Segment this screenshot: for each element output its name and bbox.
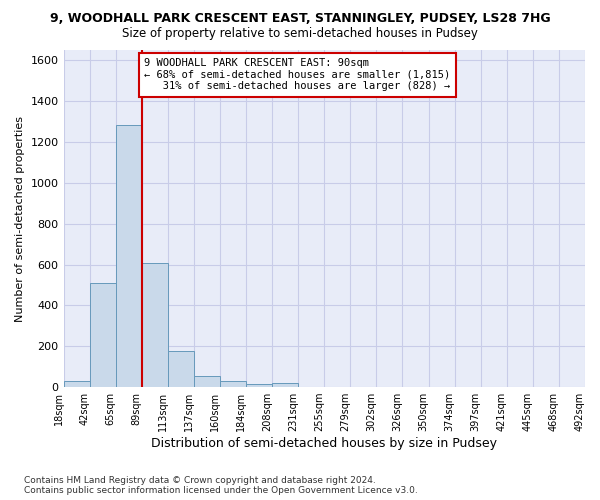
Bar [142,264,168,387]
Bar [246,384,272,387]
Bar [272,383,298,387]
Bar [89,283,116,387]
Bar [220,381,246,387]
Text: 9, WOODHALL PARK CRESCENT EAST, STANNINGLEY, PUDSEY, LS28 7HG: 9, WOODHALL PARK CRESCENT EAST, STANNING… [50,12,550,26]
Bar [194,376,220,387]
Text: Size of property relative to semi-detached houses in Pudsey: Size of property relative to semi-detach… [122,28,478,40]
Y-axis label: Number of semi-detached properties: Number of semi-detached properties [15,116,25,322]
Text: 9 WOODHALL PARK CRESCENT EAST: 90sqm
← 68% of semi-detached houses are smaller (: 9 WOODHALL PARK CRESCENT EAST: 90sqm ← 6… [145,58,451,92]
X-axis label: Distribution of semi-detached houses by size in Pudsey: Distribution of semi-detached houses by … [151,437,497,450]
Text: Contains HM Land Registry data © Crown copyright and database right 2024.
Contai: Contains HM Land Registry data © Crown c… [24,476,418,495]
Bar [116,124,142,387]
Bar [168,352,194,387]
Bar [64,381,89,387]
